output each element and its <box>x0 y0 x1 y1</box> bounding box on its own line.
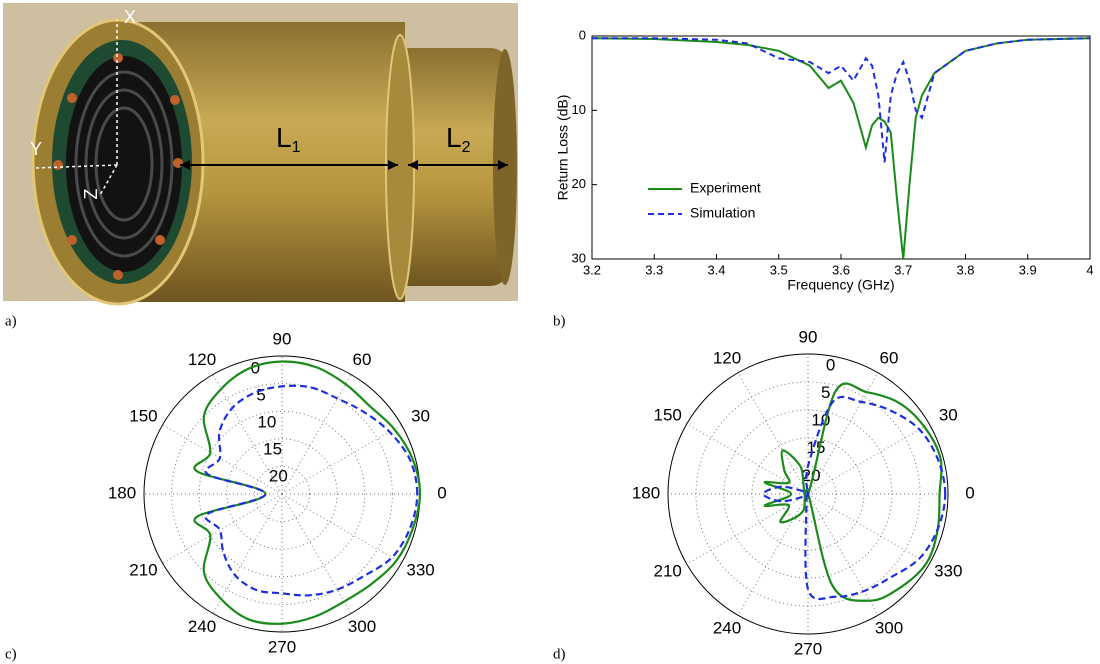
grid-spoke <box>281 493 352 614</box>
angle-tick-label: 60 <box>353 350 372 369</box>
plot-frame <box>591 35 1091 260</box>
grid-spoke <box>807 493 930 565</box>
panel-label: d) <box>553 646 566 662</box>
angle-tick-label: 210 <box>654 561 682 580</box>
angle-tick-label: 90 <box>799 327 818 346</box>
grid-ring <box>198 410 366 578</box>
axis-label: Z <box>81 189 101 200</box>
y-tick-label: 10 <box>572 102 586 117</box>
r-tick-label: 10 <box>257 412 276 431</box>
angle-tick-label: 150 <box>129 406 157 425</box>
grid-ring <box>253 465 311 523</box>
axis-label: X <box>124 7 136 27</box>
grid-spoke <box>281 424 402 495</box>
angle-tick-label: 180 <box>108 483 136 502</box>
angle-tick-label: 270 <box>794 639 822 658</box>
grid-ring <box>171 383 393 605</box>
r-tick-label: 0 <box>251 358 260 377</box>
grid-spoke <box>162 424 283 495</box>
grid-spoke <box>686 493 809 565</box>
panel-label: c) <box>5 646 17 662</box>
grid-spoke <box>162 493 283 564</box>
length-sub: 2 <box>462 139 471 156</box>
legend-label: Simulation <box>690 205 755 221</box>
length-main: L <box>276 122 292 153</box>
grid-spoke <box>686 423 809 495</box>
r-tick-label: 5 <box>821 383 830 402</box>
y-tick-label: 20 <box>572 176 586 191</box>
r-tick-label: 5 <box>256 385 265 404</box>
angle-tick-label: 270 <box>268 637 296 656</box>
angle-tick-label: 0 <box>965 483 974 502</box>
x-tick-label: 3.8 <box>956 262 974 277</box>
grid-spoke <box>737 372 809 495</box>
series-curve <box>204 384 419 597</box>
grid-spoke <box>212 493 283 614</box>
angle-tick-label: 150 <box>654 405 682 424</box>
grid-spoke <box>807 423 930 495</box>
angle-tick-label: 60 <box>880 348 899 367</box>
panel-label: b) <box>553 313 566 329</box>
y-tick-label: 30 <box>572 250 586 265</box>
photo: X Y Z L1 L2 <box>3 3 518 306</box>
x-tick-label: 3.5 <box>770 262 788 277</box>
angle-tick-label: 210 <box>129 560 157 579</box>
angle-tick-label: 300 <box>875 619 903 638</box>
angle-tick-label: 30 <box>939 405 958 424</box>
angle-tick-label: 30 <box>411 406 430 425</box>
r-tick-label: 20 <box>269 466 288 485</box>
x-tick-label: 3.4 <box>707 262 725 277</box>
axis-label: Y <box>30 139 42 159</box>
series-curve <box>762 395 947 601</box>
angle-tick-label: 0 <box>437 483 446 502</box>
grid-spoke <box>737 493 809 616</box>
r-tick-label: 15 <box>263 439 282 458</box>
length-label: L1 <box>276 122 301 156</box>
series-line <box>592 37 1091 163</box>
angle-tick-label: 120 <box>188 350 216 369</box>
angle-tick-label: 90 <box>273 329 292 348</box>
legend-label: Experiment <box>690 180 761 196</box>
angle-tick-label: 330 <box>934 561 962 580</box>
series-curve <box>763 382 943 602</box>
outer-ring <box>667 353 949 635</box>
angle-tick-label: 120 <box>713 348 741 367</box>
grid-spoke <box>281 493 402 564</box>
grid-spoke <box>281 374 352 495</box>
x-tick-label: 3.3 <box>645 262 663 277</box>
angle-tick-label: 240 <box>713 619 741 638</box>
series-line <box>591 37 1091 260</box>
length-label: L2 <box>446 122 471 156</box>
length-main: L <box>446 122 462 153</box>
y-axis-label: Return Loss (dB) <box>555 95 571 201</box>
x-axis-label: Frequency (GHz) <box>787 277 894 293</box>
y-tick-label: 0 <box>579 27 586 42</box>
r-tick-label: 0 <box>826 355 835 374</box>
grid-spoke <box>212 374 283 495</box>
grid-ring <box>226 438 338 550</box>
x-tick-label: 3.9 <box>1019 262 1037 277</box>
x-tick-label: 3.2 <box>583 262 601 277</box>
length-sub: 1 <box>292 139 301 156</box>
panel-label: a) <box>5 313 17 329</box>
angle-tick-label: 300 <box>348 617 376 636</box>
grid-spoke <box>807 493 879 616</box>
angle-tick-label: 240 <box>188 617 216 636</box>
angle-tick-label: 330 <box>406 560 434 579</box>
angle-tick-label: 180 <box>632 483 660 502</box>
series-curve <box>193 360 422 625</box>
x-tick-label: 3.7 <box>894 262 912 277</box>
x-tick-label: 4 <box>1086 262 1093 277</box>
x-tick-label: 3.6 <box>832 262 850 277</box>
